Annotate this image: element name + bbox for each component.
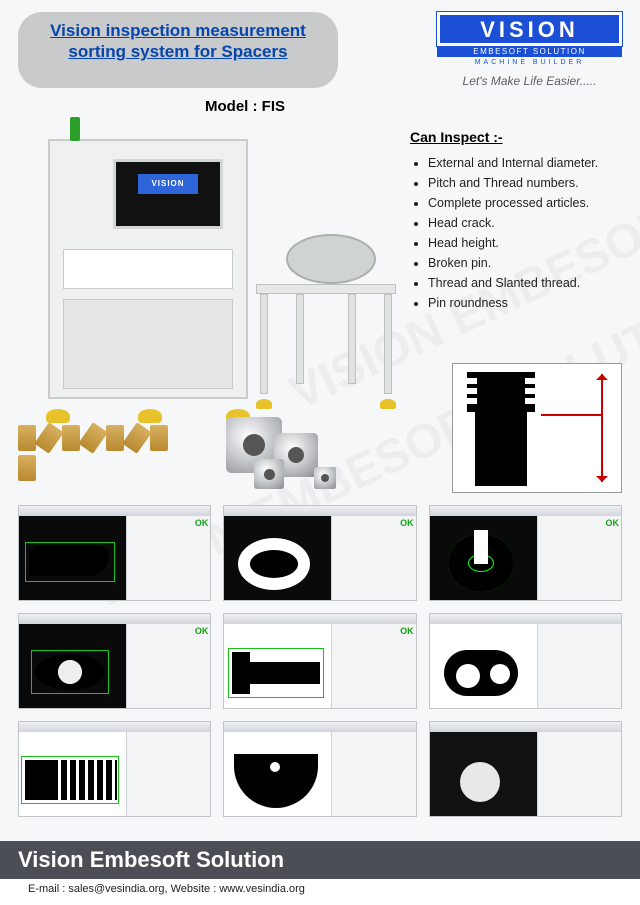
inspect-item: Pitch and Thread numbers. xyxy=(428,173,622,193)
screenshot xyxy=(429,613,622,709)
inspect-item: Complete processed articles. xyxy=(428,193,622,213)
screenshot xyxy=(223,721,416,817)
screenshot: OK xyxy=(18,613,211,709)
logo-block: VISION EMBESOFT SOLUTION MACHINE BUILDER… xyxy=(437,12,622,88)
footer-contact: E-mail : sales@vesindia.org, Website : w… xyxy=(0,879,640,905)
inspect-item: Head crack. xyxy=(428,213,622,233)
screenshot xyxy=(18,721,211,817)
title-pill: Vision inspection measurement sorting sy… xyxy=(18,12,338,88)
brand-subtitle-2: MACHINE BUILDER xyxy=(437,57,622,66)
inspect-heading: Can Inspect :- xyxy=(410,129,622,145)
screw-measurement-diagram xyxy=(452,363,622,493)
machine-illustration: VISION xyxy=(18,119,398,419)
screenshot: OK xyxy=(223,505,416,601)
screenshot: OK xyxy=(18,505,211,601)
brand-logo: VISION xyxy=(437,12,622,46)
brand-subtitle-1: EMBESOFT SOLUTION xyxy=(437,46,622,57)
inspect-list: External and Internal diameter. Pitch an… xyxy=(410,153,622,313)
brass-parts-image xyxy=(18,413,188,493)
inspect-item: Broken pin. xyxy=(428,253,622,273)
screenshot: OK xyxy=(429,505,622,601)
inspect-item: External and Internal diameter. xyxy=(428,153,622,173)
screenshot xyxy=(429,721,622,817)
screenshot-grid: OK OK OK OK OK xyxy=(0,493,640,827)
parts-row xyxy=(0,413,640,493)
machine-brand-tag: VISION xyxy=(138,174,198,194)
brand-tagline: Let's Make Life Easier..... xyxy=(437,66,622,88)
screenshot: OK xyxy=(223,613,416,709)
inspect-item: Pin roundness xyxy=(428,293,622,313)
footer-company: Vision Embesoft Solution xyxy=(0,841,640,879)
nuts-image xyxy=(218,413,338,493)
footer: Vision Embesoft Solution E-mail : sales@… xyxy=(0,841,640,905)
inspect-item: Head height. xyxy=(428,233,622,253)
header: Vision inspection measurement sorting sy… xyxy=(0,0,640,88)
model-label: Model : FIS xyxy=(0,98,640,115)
inspect-item: Thread and Slanted thread. xyxy=(428,273,622,293)
title-link[interactable]: Vision inspection measurement sorting sy… xyxy=(50,21,306,61)
